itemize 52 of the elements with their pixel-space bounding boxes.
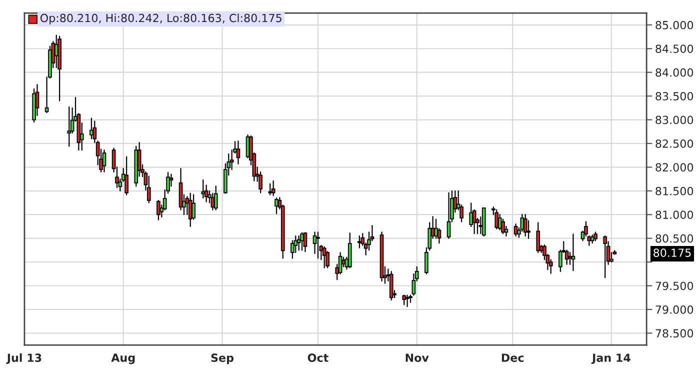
y-tick-label: 83.500 xyxy=(656,92,694,100)
candlestick xyxy=(236,140,240,164)
x-tick-label: Nov xyxy=(406,354,429,362)
candlestick xyxy=(402,294,406,306)
candlestick xyxy=(156,200,160,220)
x-tick-label: Sep xyxy=(211,354,234,364)
candlestick xyxy=(358,235,362,248)
y-tick-label: 80.500 xyxy=(656,234,694,243)
candlestick xyxy=(322,246,326,268)
candlestick xyxy=(584,221,588,237)
y-tick-label: 79.500 xyxy=(656,282,694,290)
candlestick xyxy=(494,209,499,230)
x-tick-label: Jul 13 xyxy=(6,353,42,364)
candlestick xyxy=(274,197,278,214)
candlestick xyxy=(102,150,106,172)
text: 80.175 xyxy=(654,248,691,257)
candlestick xyxy=(526,220,530,239)
candlestick xyxy=(523,214,528,237)
candlestick xyxy=(268,183,272,196)
candlestick xyxy=(296,235,301,251)
candlestick xyxy=(192,194,196,220)
candlestick xyxy=(146,176,151,204)
y-tick-label: 84.000 xyxy=(656,68,694,77)
candlestick xyxy=(124,156,128,196)
candlestick xyxy=(446,192,451,239)
candlestick xyxy=(303,232,308,252)
y-tick-label: 83.000 xyxy=(656,116,694,124)
y-tick-label: 78.500 xyxy=(656,329,694,338)
y-tick-label: 81.000 xyxy=(656,210,694,219)
candlestick xyxy=(603,235,608,278)
y-tick-label: 79.000 xyxy=(656,305,694,314)
candlestick xyxy=(316,232,320,259)
x-tick-label: Oct xyxy=(308,354,328,362)
y-tick-label: 85.000 xyxy=(656,20,694,30)
candlestick xyxy=(587,235,592,246)
candlestick xyxy=(348,232,352,268)
chart-title: Op:80.210, Hi:80.242, Lo:80.163, Cl:80.175 xyxy=(40,14,282,24)
candlestick xyxy=(389,270,394,301)
y-tick-label: 84.500 xyxy=(656,44,694,54)
candlestick xyxy=(405,294,410,308)
y-tick-label: 82.000 xyxy=(656,163,694,172)
y-tick-label: 82.500 xyxy=(656,139,694,148)
candlestick xyxy=(67,106,72,147)
candlestick xyxy=(312,232,317,254)
x-tick-label: Dec xyxy=(502,354,524,362)
candlestick xyxy=(300,232,304,251)
x-tick-label: Aug xyxy=(111,354,135,364)
y-tick-label: 81.500 xyxy=(656,186,694,196)
candlestick xyxy=(271,180,276,196)
candlestick xyxy=(214,186,218,210)
candlestick xyxy=(536,222,540,254)
x-tick-label: Jan 14 xyxy=(591,354,630,364)
